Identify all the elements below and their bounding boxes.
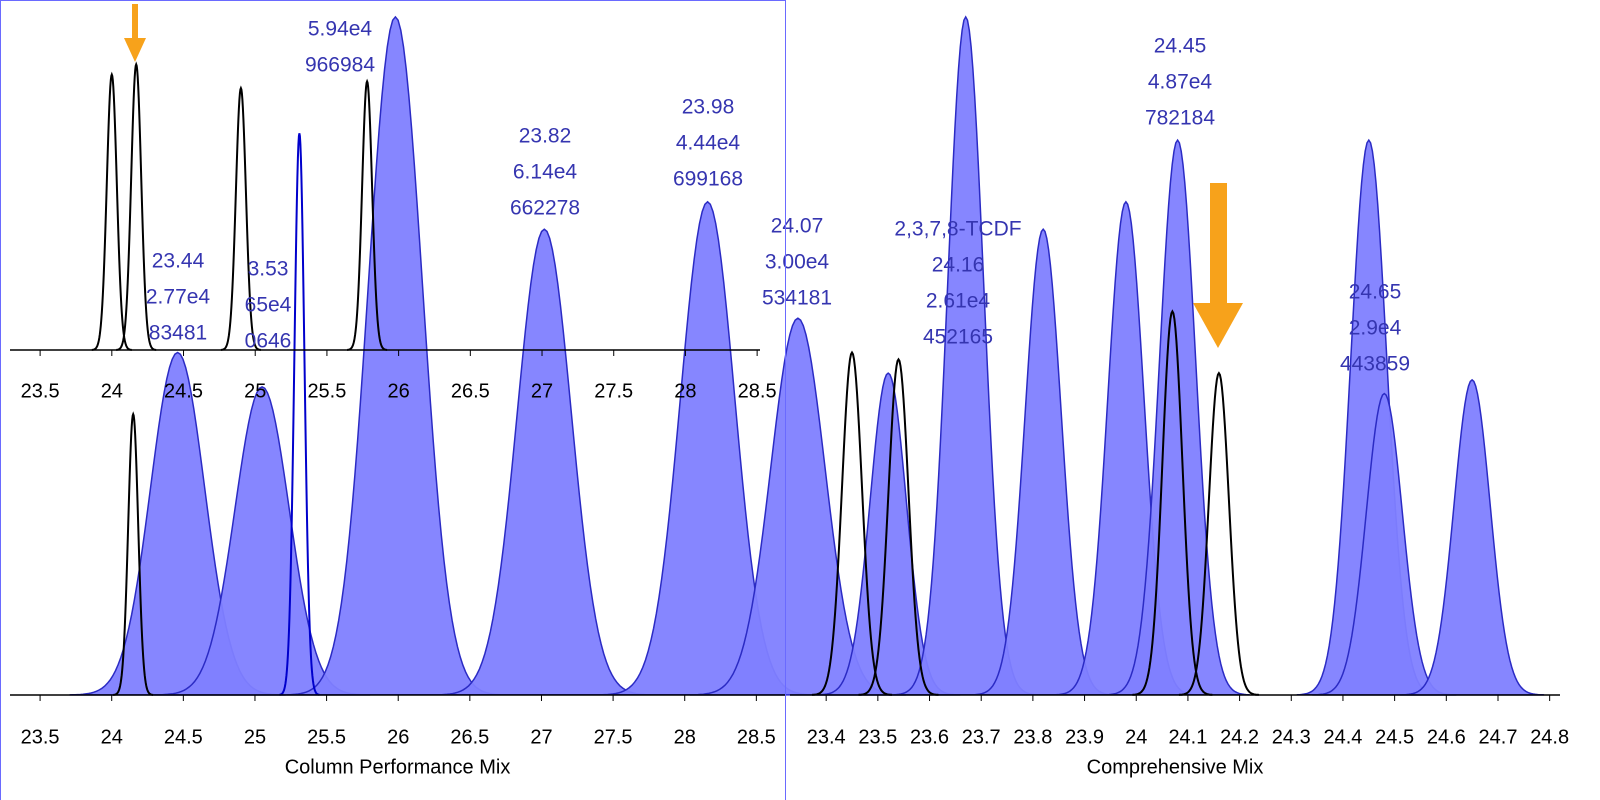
- peak: [858, 357, 939, 696]
- arrow: [124, 4, 146, 62]
- plot: [91, 61, 388, 351]
- x-tick-label: 23.5: [21, 726, 60, 748]
- arrow: [1193, 183, 1243, 348]
- x-tick-label: 24: [1125, 726, 1147, 748]
- x-tick-label: 24.4: [1323, 726, 1362, 748]
- x-tick-label: 23.8: [1013, 726, 1052, 748]
- annotation-line: 5.94e4: [308, 18, 373, 41]
- annotation-line: 2,3,7,8-TCDF: [894, 218, 1021, 241]
- x-axis-label: Column Performance Mix: [285, 756, 511, 778]
- peak-annotation: 23.98 4.44e4 699168: [673, 96, 743, 191]
- x-tick-label: 25: [244, 726, 266, 748]
- x-axis: 23.5 24 24.5 25 25.5 26 26.5 27 27.5 28 28.5 Column…: [10, 694, 785, 778]
- peak: [811, 350, 893, 696]
- x-tick-label: 24: [101, 380, 123, 402]
- x-tick-label: 27.5: [594, 726, 633, 748]
- x-tick-label: 24.5: [164, 380, 203, 402]
- plot: [811, 15, 1545, 696]
- x-tick-label: 25.5: [307, 726, 346, 748]
- x-tick-label: 25.5: [307, 380, 346, 402]
- x-tick-label: 25: [244, 380, 266, 402]
- peak-annotation: 24.65 2.9e4 443859: [1340, 281, 1410, 376]
- x-tick-label: 23.9: [1065, 726, 1104, 748]
- annotation-line: 24.65: [1349, 281, 1402, 304]
- annotation-line: 2.61e4: [926, 290, 991, 313]
- peak-annotation: 24.45 4.87e4 782184: [1145, 35, 1215, 130]
- x-tick-label: 24.5: [1375, 726, 1414, 748]
- x-tick-label: 28.5: [738, 380, 777, 402]
- x-tick-label: 23.5: [21, 380, 60, 402]
- x-tick-label: 24.8: [1530, 726, 1569, 748]
- peak: [436, 228, 653, 696]
- annotation-line: 23.98: [682, 96, 735, 119]
- peak: [113, 411, 154, 696]
- annotation-line: 4.87e4: [1148, 71, 1213, 94]
- annotation-line: 24.07: [771, 215, 824, 238]
- peak-annotation: 2,3,7,8-TCDF 24.16 2.61e4 452165: [894, 218, 1021, 349]
- x-tick-label: 27.5: [594, 380, 633, 402]
- peak: [347, 78, 388, 351]
- peak-annotation: 24.07 3.00e4 534181: [762, 215, 832, 310]
- peak: [287, 15, 504, 696]
- plots: 23.5 24 24.5 25 25.5 26 26.5 27 27.5 28 28.5 Column…: [10, 15, 1569, 778]
- annotation-line: 2.9e4: [1349, 317, 1402, 340]
- x-tick-label: 26: [387, 726, 409, 748]
- x-tick-label: 27: [531, 380, 553, 402]
- x-tick-label: 27: [530, 726, 552, 748]
- peak-annotation: 3.53 65e4 0646: [245, 258, 292, 353]
- peak-annotation: 5.94e4 966984: [305, 18, 375, 77]
- annotation-line: 4.44e4: [676, 132, 741, 155]
- annotation-line: 966984: [305, 54, 375, 77]
- annotation-line: 534181: [762, 287, 832, 310]
- x-tick-label: 24.2: [1220, 726, 1259, 748]
- x-tick-label: 24: [101, 726, 123, 748]
- x-tick-label: 28: [674, 380, 696, 402]
- annotation-line: 23.44: [152, 250, 205, 273]
- peak: [220, 85, 261, 351]
- annotation-line: 24.45: [1154, 35, 1207, 58]
- peak-annotation: 23.82 6.14e4 662278: [510, 125, 580, 220]
- annotation-line: 2.77e4: [146, 286, 211, 309]
- annotation-line: 0646: [245, 330, 292, 353]
- peak: [1178, 371, 1259, 696]
- x-tick-label: 24.5: [164, 726, 203, 748]
- annotation-line: 24.16: [932, 254, 985, 277]
- annotation-line: 452165: [923, 326, 993, 349]
- x-tick-label: 26.5: [450, 726, 489, 748]
- annotation-line: 3.53: [248, 258, 289, 281]
- annotation-line: 83481: [149, 322, 207, 345]
- peak: [1400, 378, 1545, 696]
- x-tick-label: 26: [387, 380, 409, 402]
- peak: [279, 133, 320, 696]
- x-tick-label: 28: [674, 726, 696, 748]
- annotation-line: 6.14e4: [513, 161, 578, 184]
- x-tick-label: 23.4: [807, 726, 846, 748]
- x-axis-label: Comprehensive Mix: [1087, 756, 1264, 778]
- annotation-line: 65e4: [245, 294, 292, 317]
- x-tick-label: 23.7: [962, 726, 1001, 748]
- plot: [69, 15, 906, 696]
- peak-annotation: 23.44 2.77e4 83481: [146, 250, 211, 345]
- annotation-line: 699168: [673, 168, 743, 191]
- x-axis: 23.5 24 24.5 25 25.5 26 26.5 27 27.5 28 28.5: [10, 349, 777, 402]
- peak: [116, 61, 157, 351]
- peak: [1105, 138, 1250, 696]
- annotation-line: 23.82: [519, 125, 572, 148]
- x-tick-label: 24.3: [1272, 726, 1311, 748]
- x-axis: 23.4 23.5 23.6 23.7 23.8 23.9 24 24.1 24.2 24.3 24…: [790, 694, 1569, 778]
- x-tick-label: 23.6: [910, 726, 949, 748]
- x-tick-label: 26.5: [451, 380, 490, 402]
- annotation-line: 782184: [1145, 107, 1215, 130]
- x-tick-label: 28.5: [737, 726, 776, 748]
- x-tick-label: 24.6: [1427, 726, 1466, 748]
- annotation-line: 3.00e4: [765, 251, 830, 274]
- annotation-line: 662278: [510, 197, 580, 220]
- peak: [1132, 309, 1213, 696]
- x-tick-label: 24.7: [1479, 726, 1518, 748]
- annotation-line: 443859: [1340, 353, 1410, 376]
- x-tick-label: 23.5: [858, 726, 897, 748]
- x-tick-label: 24.1: [1168, 726, 1207, 748]
- peak: [91, 71, 132, 351]
